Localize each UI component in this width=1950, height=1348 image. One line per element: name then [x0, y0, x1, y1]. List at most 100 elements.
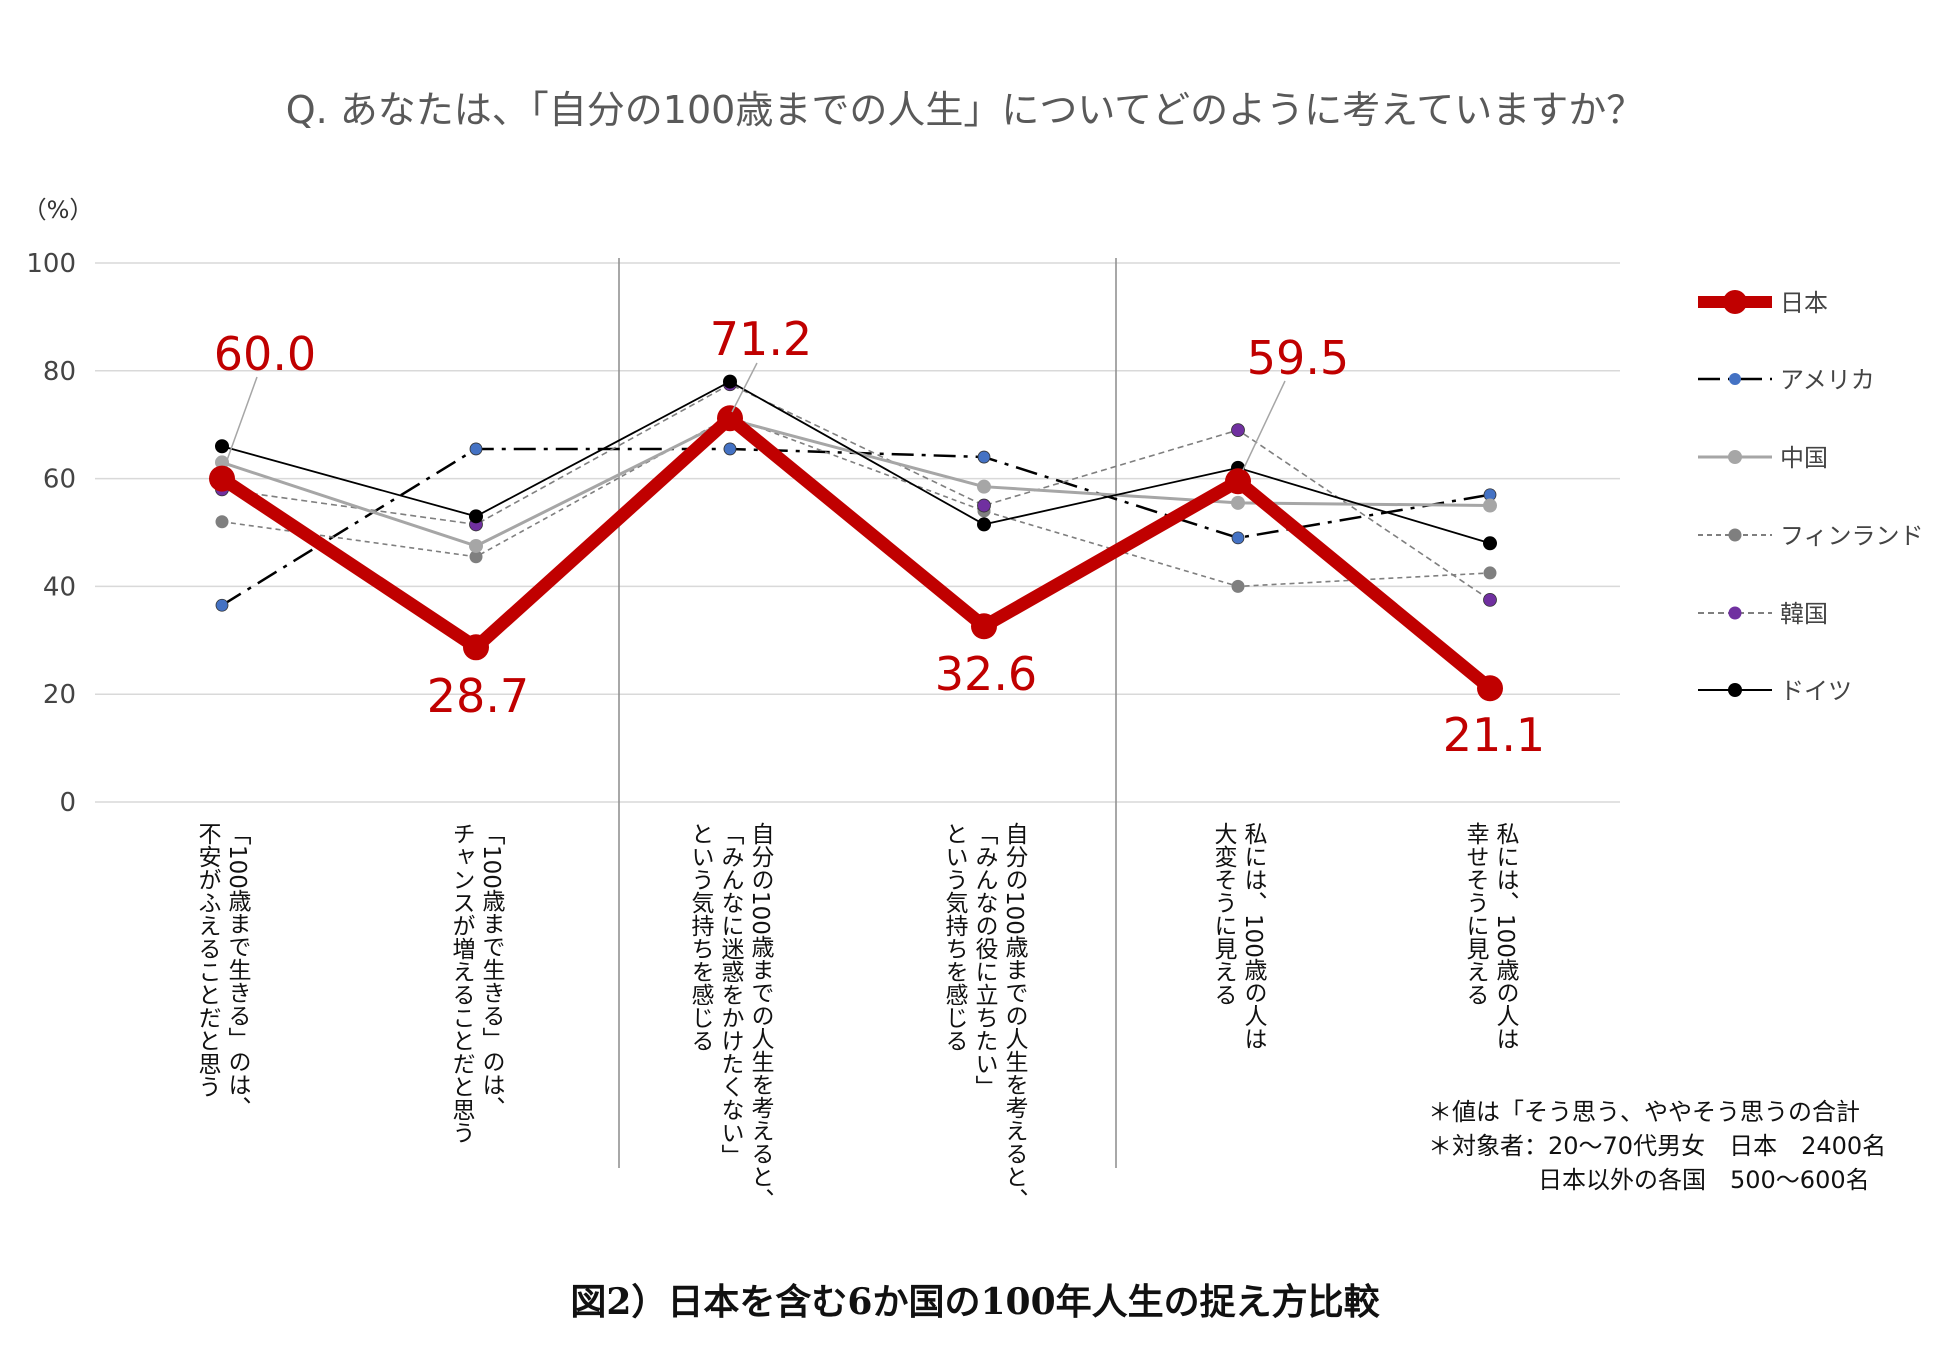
data-point — [717, 405, 743, 432]
japan-data-labels: 60.0 28.7 71.2 32.6 59.5 21.1 — [214, 312, 1545, 762]
series-line — [221, 415, 1491, 588]
section-dividers — [618, 258, 1117, 1168]
legend-swatch-marker — [1728, 528, 1742, 542]
data-point — [469, 509, 483, 524]
data-point — [215, 515, 229, 529]
y-tick-label: 40 — [43, 572, 76, 602]
note-1: ＊値は「そう思う、ややそう思うの合計 — [1428, 1098, 1860, 1126]
note-2: ＊対象者：20〜70代男女 日本 2400名 — [1428, 1132, 1886, 1160]
leader-line — [731, 362, 758, 413]
legend-item: アメリカ — [1698, 366, 1875, 394]
data-label: 71.2 — [710, 312, 812, 366]
data-point — [215, 455, 229, 470]
category-line: という気持ちを感じる — [687, 822, 715, 1052]
legend-swatch-marker — [1728, 683, 1742, 697]
data-point — [1231, 531, 1245, 545]
gridlines — [95, 262, 1620, 803]
y-tick-label: 0 — [59, 788, 76, 818]
legend-label: 中国 — [1780, 444, 1828, 472]
category-label: 「100歳まで生きる」のは、不安がふえることだと思う — [194, 822, 252, 1119]
series-line — [221, 383, 1491, 601]
legend-swatch-marker — [1728, 606, 1742, 620]
data-point — [1483, 592, 1497, 607]
data-point — [1477, 675, 1503, 702]
category-line: 幸せそうに見える — [1462, 822, 1490, 1006]
data-point — [469, 550, 483, 564]
data-point — [977, 479, 991, 494]
data-point — [723, 442, 737, 456]
data-label: 59.5 — [1247, 331, 1349, 385]
data-point — [209, 465, 235, 492]
category-line: 「みんなの役に立ちたい」 — [971, 822, 999, 1098]
category-labels: 「100歳まで生きる」のは、不安がふえることだと思う 「100歳まで生きる」のは、… — [194, 822, 1520, 1211]
legend-label: ドイツ — [1780, 677, 1852, 705]
category-line: 私には、100歳の人は — [1240, 822, 1268, 1050]
legend-item: 日本 — [1698, 289, 1828, 317]
category-line: 私には、100歳の人は — [1492, 822, 1520, 1050]
legend-swatch-marker — [1728, 450, 1742, 464]
data-point — [977, 517, 991, 532]
data-point — [1231, 423, 1245, 437]
y-axis-ticks: 0 20 40 60 80 100 — [26, 249, 76, 818]
leader-line — [1242, 380, 1286, 471]
data-point — [215, 439, 229, 454]
data-point — [1483, 566, 1497, 580]
series-line — [218, 411, 1495, 694]
legend-swatch-marker — [1723, 290, 1747, 314]
data-point — [1483, 536, 1497, 551]
y-tick-label: 80 — [43, 357, 76, 387]
leader-line — [225, 376, 258, 464]
legend-label: フィンランド — [1780, 522, 1924, 550]
notes: ＊値は「そう思う、ややそう思うの合計 ＊対象者：20〜70代男女 日本 2400… — [1428, 1098, 1886, 1194]
category-label: 自分の100歳までの人生を考えると、「みんなに迷惑をかけたくない」という気持ちを… — [687, 822, 775, 1211]
series-line — [221, 380, 1491, 545]
category-label: 自分の100歳までの人生を考えると、「みんなの役に立ちたい」という気持ちを感じる — [941, 822, 1029, 1211]
data-label: 60.0 — [214, 327, 316, 381]
chart-title: Q. あなたは、「自分の100歳までの人生」についてどのように考えていますか？ — [286, 88, 1645, 132]
category-line: 自分の100歳までの人生を考えると、 — [1001, 822, 1029, 1211]
legend-item: 韓国 — [1698, 600, 1828, 628]
legend-label: 日本 — [1780, 289, 1828, 317]
category-line: 大変そうに見える — [1210, 822, 1238, 1006]
legend-swatch-marker — [1729, 373, 1741, 385]
category-line: 自分の100歳までの人生を考えると、 — [747, 822, 775, 1211]
legend-label: 韓国 — [1780, 600, 1828, 628]
category-line: という気持ちを感じる — [941, 822, 969, 1052]
data-point — [469, 538, 483, 553]
data-label: 28.7 — [427, 669, 529, 723]
data-point — [469, 442, 483, 456]
figure-caption: 図2）日本を含む6か国の100年人生の捉え方比較 — [570, 1281, 1380, 1323]
category-line: 「みんなに迷惑をかけたくない」 — [717, 822, 745, 1167]
data-point — [463, 634, 489, 661]
legend-item: フィンランド — [1698, 522, 1924, 550]
data-point — [215, 598, 229, 612]
y-axis-unit: （%） — [23, 196, 94, 224]
y-tick-label: 60 — [43, 465, 76, 495]
note-3: 日本以外の各国 500〜600名 — [1538, 1166, 1870, 1194]
category-line: 「100歳まで生きる」のは、 — [478, 822, 506, 1119]
y-tick-label: 100 — [26, 249, 76, 279]
category-line: 「100歳まで生きる」のは、 — [224, 822, 252, 1119]
series-3 — [215, 410, 1497, 593]
legend-item: ドイツ — [1698, 677, 1852, 705]
y-tick-label: 20 — [43, 680, 76, 710]
data-point — [1483, 498, 1497, 513]
data-point — [1231, 495, 1245, 510]
category-label: 「100歳まで生きる」のは、チャンスが増えることだと思う — [448, 822, 506, 1144]
data-point — [1225, 468, 1251, 495]
legend-item: 中国 — [1698, 444, 1828, 472]
data-point — [1231, 579, 1245, 593]
data-point — [977, 450, 991, 464]
legend-label: アメリカ — [1780, 366, 1875, 394]
data-point — [977, 498, 991, 513]
data-label: 32.6 — [935, 647, 1037, 701]
series-0 — [209, 405, 1503, 702]
category-line: 不安がふえることだと思う — [194, 822, 221, 1098]
data-label: 21.1 — [1443, 708, 1545, 762]
series-lines — [209, 374, 1503, 702]
data-point — [723, 374, 737, 389]
